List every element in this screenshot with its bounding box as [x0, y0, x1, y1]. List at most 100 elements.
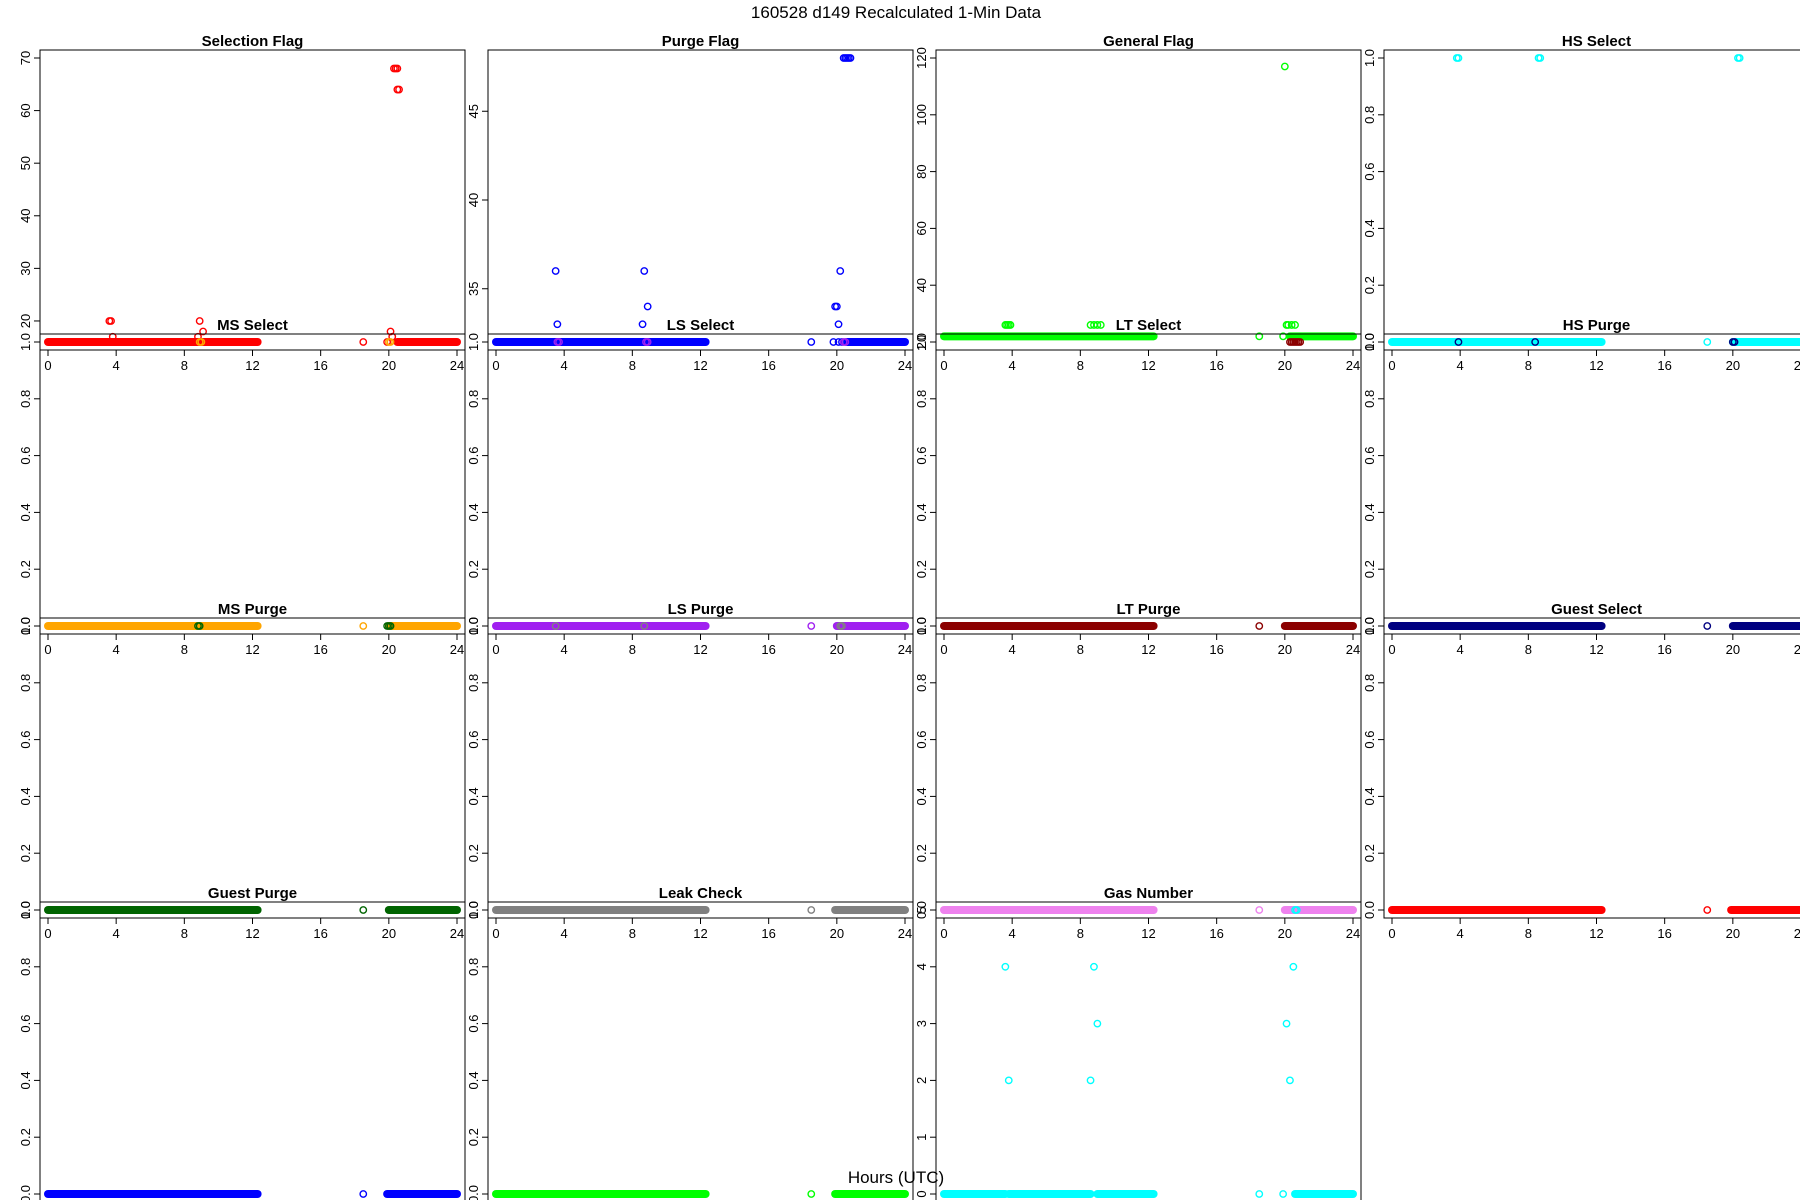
- x-tick-label: 0: [940, 642, 947, 657]
- panel: MS Purge 0 4 8 12 16 20 24 0.0 0.2 0.4 0.6 0.8 1.0: [18, 601, 466, 941]
- data-series: [1388, 54, 1800, 346]
- x-tick-label: 20: [830, 358, 844, 373]
- x-tick-label: 4: [561, 926, 568, 941]
- data-point: [551, 267, 560, 275]
- data-series: [44, 1190, 461, 1198]
- x-tick-label: 24: [898, 642, 912, 657]
- y-tick-label: 1.0: [466, 333, 481, 351]
- x-tick-label: 12: [245, 358, 259, 373]
- y-tick-label: 0.8: [466, 390, 481, 408]
- data-point: [1093, 321, 1102, 329]
- y-tick-label: 0.2: [1362, 276, 1377, 294]
- data-point: [1090, 962, 1098, 971]
- y-axis: 0.0 0.2 0.4 0.6 0.8 1.0: [466, 333, 488, 635]
- figure-title: 160528 d149 Recalculated 1-Min Data: [751, 3, 1042, 22]
- x-tick-label: 16: [313, 926, 327, 941]
- y-tick-label: 1.0: [1362, 333, 1377, 351]
- x-tick-label: 12: [1141, 358, 1155, 373]
- panel-title: Gas Number: [1104, 885, 1193, 902]
- y-tick-label: 5: [914, 906, 929, 913]
- x-tick-label: 20: [1278, 358, 1292, 373]
- y-tick-label: 1.0: [1362, 617, 1377, 635]
- x-tick-label: 12: [693, 358, 707, 373]
- y-tick-label: 0.0: [18, 1185, 33, 1200]
- data-point: [1296, 338, 1305, 346]
- panel: Guest Select 0 4 8 12 16 20 24 0.0 0.2 0.4 0.6 0.8 1.…: [1362, 601, 1800, 941]
- y-tick-label: 45: [466, 104, 481, 118]
- data-point: [1255, 332, 1264, 341]
- x-tick-label: 8: [1077, 926, 1084, 941]
- data-point: [1703, 622, 1712, 630]
- y-tick-label: 0.8: [914, 674, 929, 692]
- x-tick-label: 8: [629, 642, 636, 657]
- data-point: [1703, 338, 1712, 346]
- y-tick-label: 0.0: [914, 617, 929, 635]
- data-series: [44, 622, 461, 914]
- y-tick-label: 0.6: [914, 447, 929, 465]
- x-tick-label: 0: [940, 926, 947, 941]
- data-point: [1454, 54, 1463, 62]
- y-tick-label: 0.2: [18, 1128, 33, 1146]
- data-point: [838, 622, 846, 630]
- data-series: [492, 54, 909, 346]
- data-series: [940, 906, 1357, 1198]
- data-point: [643, 302, 652, 311]
- x-tick-label: 20: [830, 642, 844, 657]
- x-tick-label: 16: [761, 358, 775, 373]
- data-point: [1096, 321, 1105, 329]
- data-point: [640, 267, 649, 275]
- x-tick-label: 12: [245, 926, 259, 941]
- plot-frame: [39, 617, 466, 919]
- y-axis: 20 30 40 50 60 70: [18, 51, 40, 328]
- data-point: [386, 622, 395, 630]
- y-axis: 20 40 60 80 100 120: [914, 47, 936, 349]
- x-tick-label: 16: [313, 358, 327, 373]
- y-tick-label: 0.0: [466, 901, 481, 919]
- y-tick-label: 0.4: [466, 503, 481, 521]
- panel: LT Select 0 4 8 12 16 20 24 0.0 0.2 0.4 0.6 0.8 1.0: [914, 317, 1362, 657]
- data-point: [1093, 1019, 1102, 1028]
- data-point: [395, 85, 403, 94]
- x-tick-label: 20: [1278, 642, 1292, 657]
- y-tick-label: 0.0: [466, 617, 481, 635]
- data-point: [1292, 906, 1301, 914]
- data-series: [940, 62, 1357, 341]
- data-point: [195, 622, 204, 630]
- data-point: [555, 338, 563, 346]
- panel: Purge Flag 0 4 8 12 16 20 24 35 40 45: [466, 33, 914, 373]
- y-tick-label: 40: [18, 209, 33, 223]
- data-point: [1004, 1076, 1013, 1085]
- plot-frame: [1383, 333, 1800, 635]
- data-point: [1255, 906, 1264, 914]
- data-point: [1006, 321, 1015, 329]
- plot-frame: [39, 901, 466, 1200]
- x-tick-label: 16: [1209, 642, 1223, 657]
- y-tick-label: 0.6: [1362, 447, 1377, 465]
- x-tick-label: 24: [1346, 926, 1360, 941]
- y-tick-label: 0.0: [18, 617, 33, 635]
- x-tick-label: 20: [1726, 926, 1740, 941]
- x-tick-label: 12: [1589, 642, 1603, 657]
- y-tick-label: 0.6: [1362, 731, 1377, 749]
- y-tick-label: 50: [18, 156, 33, 170]
- data-point: [832, 302, 841, 311]
- x-tick-label: 0: [44, 642, 51, 657]
- y-tick-label: 0.4: [18, 503, 33, 521]
- data-point: [1279, 1190, 1288, 1198]
- y-axis: 35 40 45: [466, 104, 488, 296]
- plot-frame: [487, 901, 914, 1200]
- data-series: [1388, 338, 1800, 630]
- panel-title: LT Purge: [1117, 601, 1181, 618]
- x-tick-label: 8: [1525, 642, 1532, 657]
- y-tick-label: 40: [914, 278, 929, 292]
- data-point: [1287, 321, 1296, 329]
- x-tick-label: 24: [898, 358, 912, 373]
- y-axis: 0.0 0.2 0.4 0.6 0.8 1.0: [1362, 49, 1384, 351]
- panel: LS Purge 0 4 8 12 16 20 24 0.0 0.2 0.4 0.6 0.8 1.0: [466, 601, 914, 941]
- data-point: [359, 906, 368, 914]
- plot-frame: [935, 901, 1362, 1200]
- data-point: [1703, 906, 1712, 914]
- y-tick-label: 0.2: [466, 844, 481, 862]
- x-tick-label: 4: [1457, 358, 1464, 373]
